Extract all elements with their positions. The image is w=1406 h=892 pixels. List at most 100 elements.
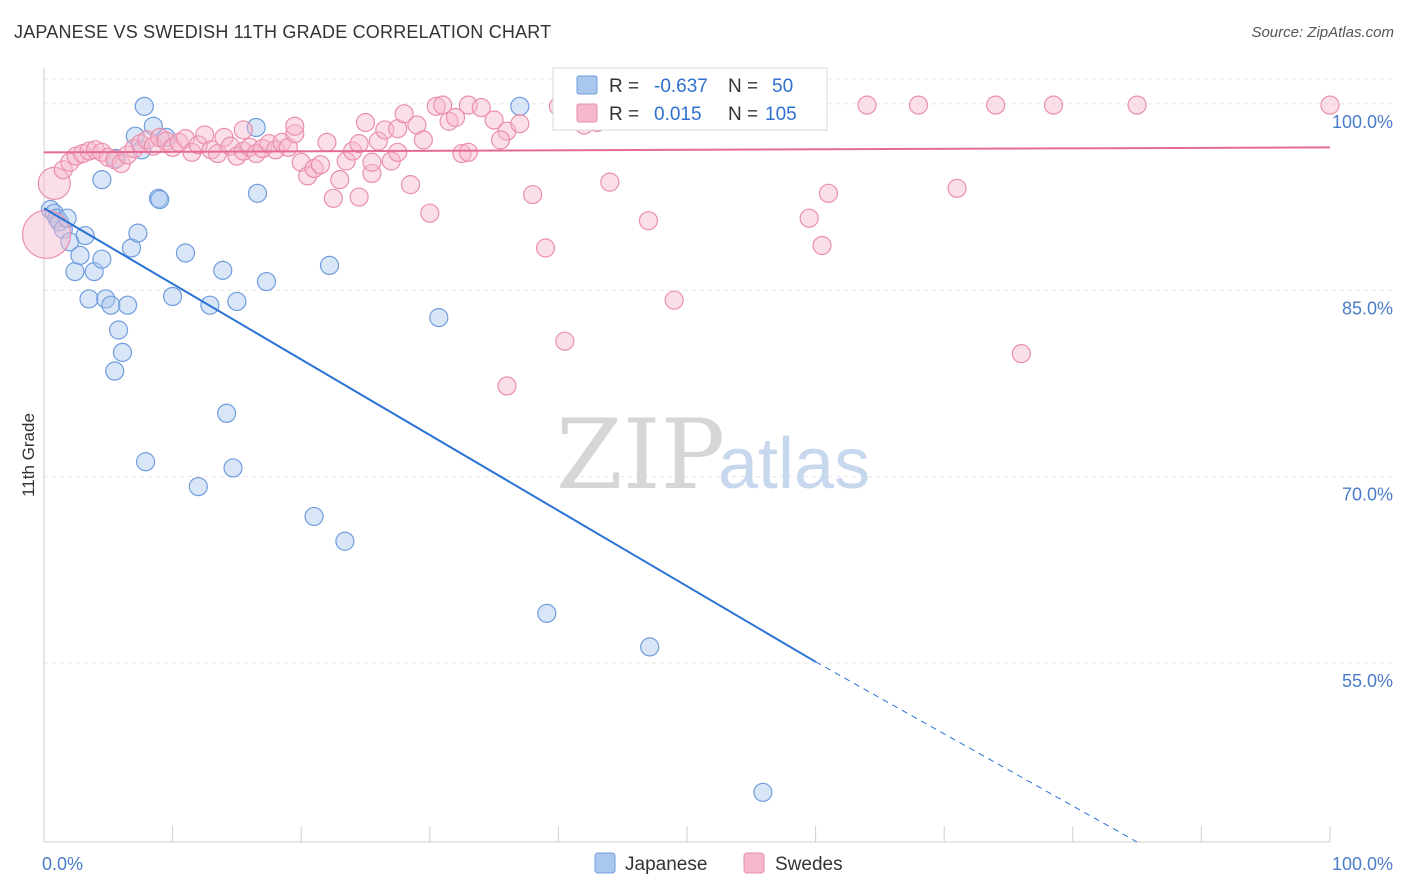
japanese-point-32 — [188, 476, 208, 497]
japanese-point-46 — [510, 96, 530, 116]
swedes-point-42 — [310, 155, 331, 175]
japanese-point-14 — [101, 295, 121, 315]
bottom-legend-swatch-japanese — [594, 852, 616, 874]
japanese-point-23 — [132, 140, 152, 160]
swedes-point-69 — [510, 114, 530, 134]
japanese-point-39 — [247, 183, 268, 203]
swedes-point-32 — [246, 143, 266, 164]
swedes-point-91 — [986, 95, 1006, 115]
japanese-point-35 — [217, 403, 237, 423]
swedes-point-0 — [21, 209, 72, 259]
legend-box: R = -0.637 N = 50 R = 0.015 N = 105 — [552, 67, 828, 131]
watermark: ZIP atlas — [556, 399, 870, 511]
japanese-point-13 — [96, 289, 116, 309]
swedes-point-64 — [452, 143, 472, 164]
trend-lines — [43, 146, 1331, 843]
chart-title: JAPANESE VS SWEDISH 11TH GRADE CORRELATI… — [14, 22, 552, 42]
swedes-point-79 — [638, 211, 659, 231]
swedes-point-49 — [355, 112, 376, 133]
swedes-point-92 — [1011, 344, 1031, 364]
japanese-trend-line — [43, 207, 817, 663]
legend-swatch-swedes — [576, 103, 598, 123]
y-axis-label: 11th Grade — [19, 413, 38, 497]
swedes-point-101 — [490, 130, 511, 150]
bottom-legend: Japanese Swedes — [594, 852, 843, 875]
y-tick-labels: 100.0% 85.0% 70.0% 55.0% — [1332, 112, 1393, 691]
swedes-point-100 — [285, 116, 305, 136]
swedes-point-58 — [413, 130, 433, 150]
japanese-point-30 — [163, 286, 183, 307]
y-tick-label-2: 70.0% — [1342, 485, 1393, 505]
legend-n-label-swedes: N = — [728, 104, 758, 125]
swedes-point-93 — [1043, 95, 1064, 115]
swedes-point-76 — [600, 172, 620, 192]
japanese-point-43 — [335, 531, 355, 551]
japanese-point-7 — [65, 262, 85, 282]
japanese-point-36 — [223, 458, 243, 478]
y-tick-label-3: 55.0% — [1342, 671, 1393, 691]
legend-n-value-swedes: 105 — [765, 104, 797, 125]
legend-r-label-japanese: R = — [609, 76, 639, 97]
swedes-point-67 — [484, 110, 504, 130]
swedes-point-95 — [1320, 95, 1340, 115]
watermark-zip: ZIP — [556, 399, 725, 511]
swedes-point-89 — [908, 95, 929, 115]
swedes-point-103 — [362, 152, 382, 172]
bottom-legend-label-japanese: Japanese — [625, 854, 707, 875]
x-tick-label-1: 100.0% — [1332, 854, 1393, 874]
gridlines — [44, 78, 1392, 664]
y-tick-label-1: 85.0% — [1342, 298, 1393, 318]
legend-r-label-swedes: R = — [609, 104, 639, 125]
swedes-point-60 — [426, 96, 446, 116]
bottom-legend-swatch-swedes — [743, 852, 765, 874]
swedes-point-104 — [388, 142, 408, 162]
watermark-atlas: atlas — [718, 424, 870, 504]
swedes-point-97 — [555, 331, 575, 351]
swedes-point-40 — [298, 166, 318, 186]
swedes-point-70 — [523, 184, 543, 205]
japanese-point-44 — [92, 170, 112, 190]
japanese-point-22 — [128, 223, 148, 243]
swedes-point-94 — [1127, 95, 1147, 115]
japanese-point-25 — [135, 452, 156, 472]
swedes-point-90 — [947, 178, 967, 198]
legend-swatch-japanese — [576, 75, 598, 95]
swedes-point-71 — [535, 238, 556, 258]
swedes-point-98 — [458, 142, 478, 162]
swedes-point-50 — [362, 163, 382, 184]
japanese-point-12 — [92, 249, 112, 269]
japanese-point-16 — [105, 361, 125, 381]
swedes-point-23 — [188, 135, 208, 155]
swedes-point-88 — [857, 95, 877, 115]
swedes-point-44 — [323, 188, 343, 208]
japanese-point-41 — [304, 506, 324, 527]
japanese-point-17 — [108, 320, 129, 340]
swedes-point-38 — [285, 124, 305, 144]
japanese-point-31 — [175, 243, 196, 263]
legend-r-value-japanese: -0.637 — [654, 76, 708, 97]
swedes-trend-line — [43, 146, 1331, 154]
swedes-point-96 — [497, 376, 517, 396]
bottom-legend-label-swedes: Swedes — [775, 854, 843, 875]
swedes-point-66 — [471, 97, 491, 118]
swedes-point-86 — [812, 235, 832, 256]
swedes-point-85 — [799, 208, 819, 228]
swedes-point-56 — [400, 175, 421, 195]
swedes-point-55 — [394, 104, 414, 124]
swedes-point-59 — [420, 203, 440, 223]
japanese-point-24 — [134, 96, 154, 116]
japanese-point-40 — [256, 271, 277, 292]
japanese-trend-extension — [815, 661, 1138, 843]
japanese-point-45 — [429, 307, 449, 328]
swedes-point-48 — [349, 134, 369, 154]
x-tick-labels: 0.0% 100.0% — [42, 854, 1393, 874]
japanese-point-48 — [640, 637, 660, 657]
japanese-point-20 — [117, 295, 138, 315]
japanese-point-27 — [148, 188, 169, 208]
swedes-point-45 — [330, 170, 350, 190]
swedes-point-43 — [317, 132, 337, 152]
x-tick-label-0: 0.0% — [42, 854, 83, 874]
swedes-point-61 — [433, 95, 453, 115]
swedes-point-102 — [349, 187, 369, 207]
